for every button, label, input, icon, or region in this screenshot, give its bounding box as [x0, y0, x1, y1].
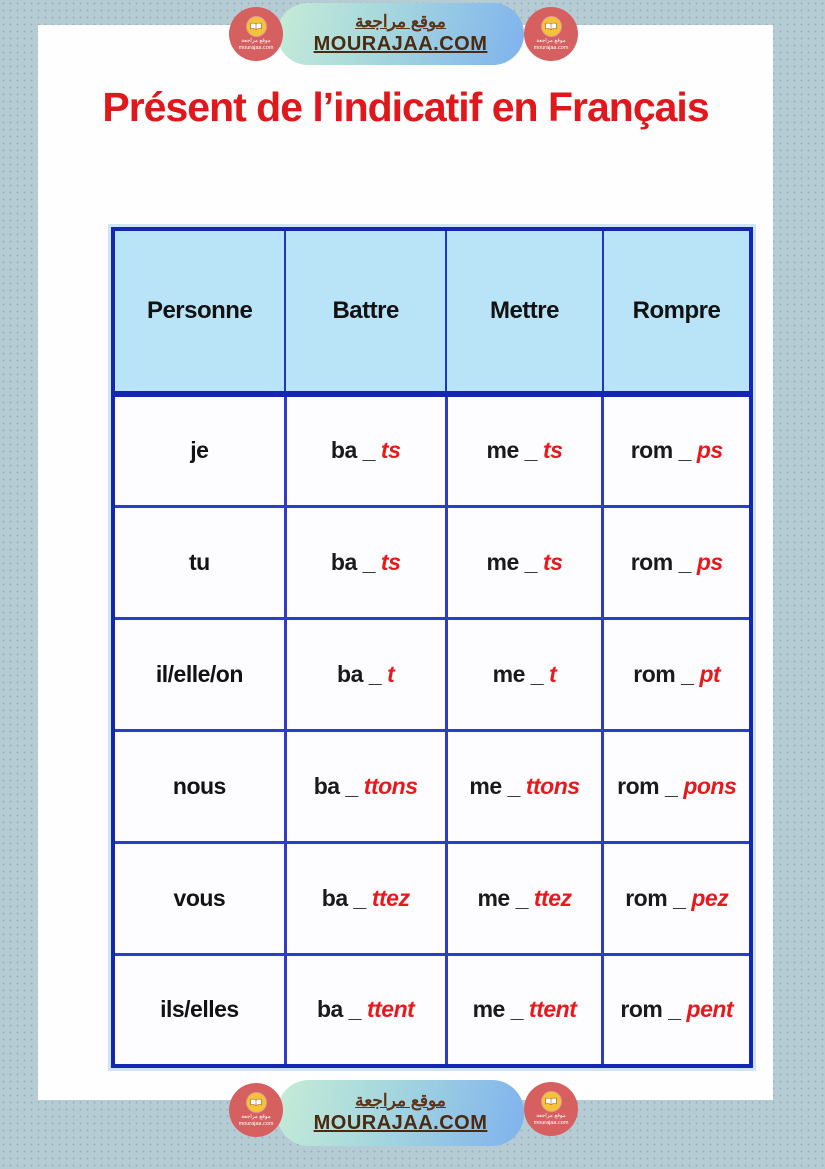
verb-stem: me _ [492, 660, 544, 687]
table-row: il/elle/on ba _ t me _ t rom _ pt [111, 616, 753, 732]
verb-ending: ts [380, 548, 401, 575]
pronoun-cell: je [111, 392, 287, 508]
verb-stem: ba _ [313, 772, 359, 799]
site-banner-bottom: موقع مراجعة MOURAJAA.COM [277, 1080, 524, 1146]
verb-stem: me _ [472, 996, 524, 1023]
verb-stem: ba _ [316, 996, 362, 1023]
verb-ending: pons [683, 772, 737, 799]
book-icon [246, 1092, 266, 1112]
verb-stem: rom _ [630, 437, 692, 464]
site-domain-link[interactable]: MOURAJAA.COM [313, 33, 488, 55]
conjugation-table: Personne Battre Mettre Rompre je ba _ ts … [111, 227, 753, 1068]
conjugation-cell: me _ ttons [444, 728, 605, 844]
verb-ending: ttons [525, 772, 580, 799]
column-header-personne: Personne [111, 228, 287, 397]
logo-caption-arabic: موقع مراجعة [536, 1112, 566, 1119]
verb-stem: rom _ [625, 884, 686, 911]
pronoun-cell: vous [111, 840, 287, 956]
verb-stem: ba _ [321, 884, 367, 911]
verb-stem: me _ [486, 548, 538, 575]
column-header-battre: Battre [284, 228, 448, 397]
verb-ending: pt [699, 660, 721, 687]
mourajaa-logo: موقع مراجعة mourajaa.com [229, 1083, 283, 1137]
conjugation-cell: me _ t [444, 616, 605, 732]
conjugation-cell: ba _ ttons [283, 728, 448, 844]
conjugation-cell: ba _ ttez [283, 840, 448, 956]
verb-ending: ttez [533, 884, 572, 911]
verb-stem: me _ [486, 437, 538, 464]
verb-stem: rom _ [617, 772, 678, 799]
pronoun-cell: ils/elles [111, 952, 287, 1068]
verb-stem: rom _ [630, 548, 692, 575]
verb-stem: me _ [469, 772, 520, 799]
verb-stem: me _ [477, 884, 528, 911]
pronoun-cell: tu [111, 504, 287, 620]
conjugation-cell: ba _ ts [283, 504, 448, 620]
conjugation-cell: rom _ pt [601, 616, 753, 732]
verb-ending: pez [691, 884, 729, 911]
mourajaa-logo: موقع مراجعة mourajaa.com [524, 1082, 578, 1136]
table-row: tu ba _ ts me _ ts rom _ ps [111, 504, 753, 620]
conjugation-cell: me _ ttez [444, 840, 605, 956]
verb-stem: ba _ [330, 437, 376, 464]
site-domain-link[interactable]: MOURAJAA.COM [313, 1112, 488, 1134]
mourajaa-logo: موقع مراجعة mourajaa.com [229, 7, 283, 61]
verb-ending: ttent [529, 996, 577, 1023]
logo-caption-domain: mourajaa.com [533, 1119, 569, 1126]
verb-ending: ts [542, 548, 563, 575]
verb-ending: t [387, 660, 395, 687]
verb-stem: rom _ [633, 660, 694, 687]
conjugation-cell: me _ ts [444, 504, 605, 620]
site-banner-top: موقع مراجعة MOURAJAA.COM [277, 3, 524, 65]
page-title: Présent de l’indicatif en Français [102, 84, 709, 130]
conjugation-cell: rom _ ps [601, 392, 753, 508]
verb-stem: rom _ [620, 996, 681, 1023]
site-name-arabic-link[interactable]: موقع مراجعة [355, 1091, 446, 1110]
column-header-rompre: Rompre [601, 228, 753, 397]
table-row: je ba _ ts me _ ts rom _ ps [111, 392, 753, 508]
verb-ending: ts [542, 437, 563, 464]
verb-ending: ts [380, 437, 401, 464]
column-header-mettre: Mettre [445, 228, 604, 397]
table-row: vous ba _ ttez me _ ttez rom _ pez [111, 840, 753, 956]
mourajaa-logo: موقع مراجعة mourajaa.com [524, 7, 578, 61]
conjugation-cell: ba _ ts [283, 392, 448, 508]
logo-caption-domain: mourajaa.com [238, 1120, 274, 1127]
verb-stem: ba _ [330, 548, 376, 575]
conjugation-cell: rom _ pons [601, 728, 753, 844]
conjugation-cell: me _ ts [444, 392, 605, 508]
book-icon [246, 16, 266, 36]
conjugation-cell: rom _ pez [601, 840, 753, 956]
book-icon [541, 16, 561, 36]
site-name-arabic-link[interactable]: موقع مراجعة [355, 12, 446, 31]
conjugation-cell: rom _ pent [601, 952, 753, 1068]
logo-caption-domain: mourajaa.com [238, 44, 274, 51]
pronoun-cell: il/elle/on [111, 616, 287, 732]
verb-ending: ps [696, 548, 723, 575]
verb-ending: ps [696, 437, 723, 464]
conjugation-cell: ba _ ttent [283, 952, 448, 1068]
table-row: ils/elles ba _ ttent me _ ttent rom _ pent [111, 952, 753, 1068]
verb-ending: t [549, 660, 557, 687]
verb-ending: ttons [363, 772, 418, 799]
verb-stem: ba _ [337, 660, 382, 687]
table-header-row: Personne Battre Mettre Rompre [111, 228, 753, 397]
logo-caption-arabic: موقع مراجعة [241, 1113, 271, 1120]
logo-caption-arabic: موقع مراجعة [241, 37, 271, 44]
logo-caption-domain: mourajaa.com [533, 44, 569, 51]
pronoun-cell: nous [111, 728, 287, 844]
logo-caption-arabic: موقع مراجعة [536, 37, 566, 44]
table-row: nous ba _ ttons me _ ttons rom _ pons [111, 728, 753, 844]
book-icon [541, 1091, 561, 1111]
worksheet-page: Présent de l’indicatif en Français Perso… [38, 25, 773, 1100]
verb-ending: ttent [366, 996, 415, 1023]
conjugation-cell: ba _ t [283, 616, 448, 732]
verb-ending: pent [686, 996, 734, 1023]
conjugation-cell: rom _ ps [601, 504, 753, 620]
conjugation-cell: me _ ttent [444, 952, 605, 1068]
verb-ending: ttez [371, 884, 410, 911]
